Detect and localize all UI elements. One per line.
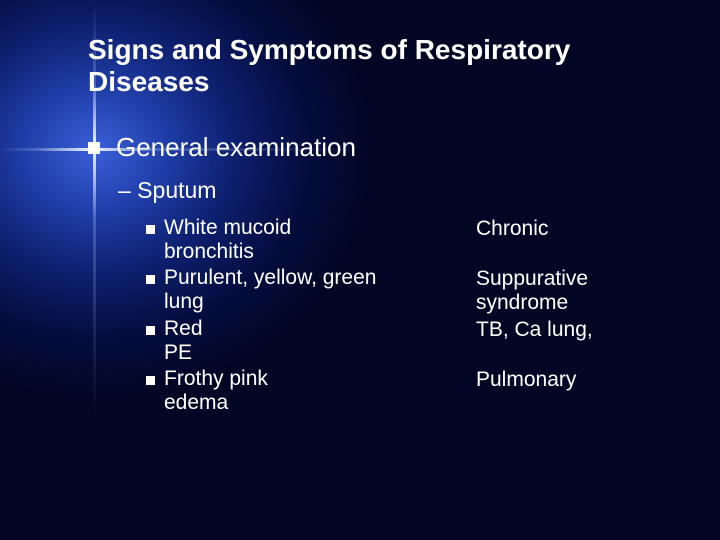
list-item: Frothy pink edema Pulmonary — [146, 367, 660, 415]
item-right: Chronic — [476, 216, 660, 264]
item-left: Frothy pink — [164, 367, 268, 391]
item-right: TB, Ca lung, — [476, 317, 660, 365]
list-item: Red PE TB, Ca lung, — [146, 317, 660, 365]
item-right: Suppurative syndrome — [476, 266, 660, 315]
square-bullet-icon — [146, 225, 155, 234]
list-item: Purulent, yellow, green lung Suppurative… — [146, 266, 660, 315]
square-bullet-icon — [146, 376, 155, 385]
square-bullet-icon — [88, 142, 100, 154]
square-bullet-icon — [146, 326, 155, 335]
sputum-list: White mucoid bronchitis Chronic Purulent… — [146, 216, 660, 415]
bullet-level1: General examination — [88, 132, 660, 163]
item-continuation: lung — [164, 290, 476, 314]
square-bullet-icon — [146, 275, 155, 284]
item-left: Purulent, yellow, green — [164, 266, 376, 290]
item-continuation: bronchitis — [164, 240, 476, 264]
slide-title: Signs and Symptoms of Respiratory Diseas… — [88, 34, 660, 98]
item-continuation: PE — [164, 341, 476, 365]
item-right: Pulmonary — [476, 367, 660, 415]
level1-text: General examination — [116, 132, 356, 163]
item-left: Red — [164, 317, 203, 341]
item-left: White mucoid — [164, 216, 291, 240]
bullet-level2: – Sputum — [118, 177, 660, 204]
slide: Signs and Symptoms of Respiratory Diseas… — [0, 0, 720, 540]
item-continuation: edema — [164, 391, 476, 415]
list-item: White mucoid bronchitis Chronic — [146, 216, 660, 264]
